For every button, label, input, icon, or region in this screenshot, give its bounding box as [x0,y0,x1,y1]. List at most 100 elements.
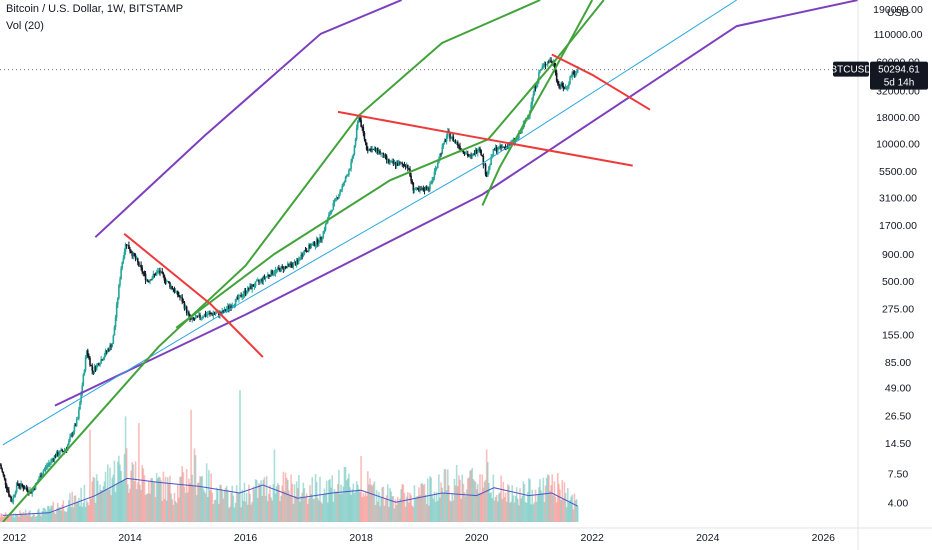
volume-bar [360,456,362,522]
y-tick-label: 155.00 [882,330,914,342]
candle-body [485,174,488,177]
candle-body [531,97,534,105]
volume-bar [355,481,358,522]
volume-bar [420,483,422,522]
volume-bar [575,499,578,522]
volume-bar [475,489,478,522]
volume-bar [296,488,299,522]
volume-bar [16,514,19,522]
candle-body [173,289,176,293]
candle-body [23,488,26,490]
candle-body [556,80,559,84]
candle-body [66,444,69,450]
candle-body [163,275,166,281]
volume-bar [235,485,238,522]
volume-bar [415,496,418,522]
candle-body [120,268,122,280]
volume-bar [136,482,139,522]
candle-body [335,197,338,199]
volume-bar [510,501,512,522]
volume-bar [560,499,562,522]
candle-body [470,155,472,157]
volume-bar [215,487,218,522]
candle-body [532,94,535,98]
candle-body [184,306,187,309]
y-tick-label: 14.50 [885,438,911,450]
candle-body [108,349,110,351]
candle-body [51,459,54,461]
candle-body [391,161,394,163]
volume-bar [501,499,504,522]
volume-bar [39,513,41,522]
volume-bar [202,488,205,522]
candle-body [224,308,227,311]
candle-body [68,440,70,445]
volume-bar [430,477,432,522]
volume-bar [334,491,337,522]
y-tick-label: 5500.00 [879,166,917,178]
candle-body [436,162,439,168]
candle-body [280,266,282,272]
price-tag-bg [870,61,928,90]
volume-bar [522,481,525,522]
candle-body [284,266,287,268]
candle-body [314,244,317,247]
volume-bar [312,498,315,522]
candle-body [76,418,79,420]
volume-bar [76,501,79,522]
candle-body [75,419,78,426]
volume-bar [463,492,466,522]
candle-body [105,350,108,352]
volume-bar [83,484,86,522]
volume-bar [414,497,417,522]
volume-bar [252,486,255,522]
volume-bar [568,502,570,522]
volume-bar [196,482,199,522]
candle-body [435,167,438,169]
volume-bar [191,474,194,522]
volume-bar [208,470,210,522]
volume-bar [266,501,269,522]
candle-body [318,242,320,244]
candle-body [562,85,565,89]
volume-bar [470,470,472,522]
candle-body [484,164,487,175]
volume-bar [241,489,244,522]
volume-bar [172,504,175,522]
volume-bar [484,479,487,522]
volume-bar [99,484,101,522]
volume-bar [226,489,229,522]
volume-bar [344,466,347,522]
volume-bar [308,498,310,522]
candle-body [252,284,255,287]
volume-bar [506,484,509,522]
volume-bar [544,485,547,522]
volume-bar [174,501,177,522]
candle-body [444,141,447,142]
volume-bar [440,482,442,522]
volume-bar [231,485,234,522]
y-tick-label: 18000.00 [876,112,920,124]
candle-body [170,286,172,288]
volume-bar [421,482,424,522]
candle-body [451,136,454,139]
candle-body [270,270,272,277]
volume-bar [388,506,390,522]
candle-body [232,305,235,307]
volume-bar [351,489,354,522]
candle-body [310,245,312,249]
volume-bar [373,481,376,522]
volume-bar [562,498,565,522]
candle-body [429,183,431,189]
candle-body [58,454,60,456]
candle-body [150,279,152,281]
volume-bar [45,511,48,522]
volume-bar [13,517,16,522]
candle-body [486,171,489,177]
candle-body [413,189,416,191]
candle-body [440,153,442,155]
volume-bar [9,513,11,522]
candle-body [571,72,574,77]
candle-body [286,263,289,267]
